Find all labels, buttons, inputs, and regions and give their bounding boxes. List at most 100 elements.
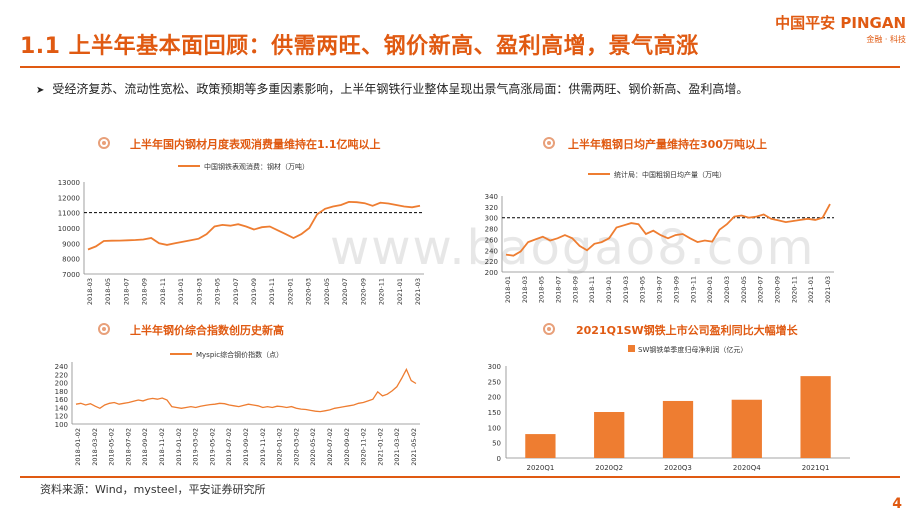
- x-tick-label: 2020Q1: [527, 464, 555, 472]
- panel-title-mysteel-index: 上半年钢价综合指数创历史新高: [130, 324, 284, 337]
- x-tick-label: 2019-07: [232, 278, 240, 305]
- panel-title-crude-steel: 上半年粗钢日均产量维持在300万吨以上: [568, 138, 767, 151]
- y-tick-label: 140: [55, 404, 68, 412]
- x-tick-label: 2018-05-02: [108, 428, 116, 466]
- x-tick-label: 2019-01: [605, 276, 613, 303]
- page-title: 1.1 上半年基本面回顾：供需两旺、钢价新高、盈利高增，景气高涨: [20, 34, 699, 59]
- x-tick-label: 2019-11: [689, 276, 697, 303]
- x-tick-label: 2019-09-02: [242, 428, 250, 466]
- arrow-bullet-icon: ➤: [36, 85, 45, 96]
- y-tick-label: 200: [488, 394, 501, 402]
- x-tick-label: 2019-11-02: [259, 428, 267, 466]
- summary-bullet: ➤ 受经济复苏、流动性宽松、政策预期等多重因素影响，上半年钢铁行业整体呈现出景气高…: [36, 80, 748, 97]
- y-tick-label: 250: [488, 378, 501, 386]
- x-tick-label: 2019-01-02: [175, 428, 183, 466]
- page-number: 4: [892, 496, 902, 512]
- y-tick-label: 12000: [58, 194, 80, 202]
- panel-title-consumption: 上半年国内钢材月度表观消费量维持在1.1亿吨以上: [130, 138, 381, 151]
- x-tick-label: 2021Q1: [802, 464, 830, 472]
- bar: [594, 412, 625, 458]
- x-tick-label: 2020-09-02: [343, 428, 351, 466]
- y-tick-label: 280: [485, 226, 498, 234]
- x-tick-label: 2020-07-02: [326, 428, 334, 466]
- x-tick-label: 2019-07: [656, 276, 664, 303]
- x-tick-label: 2020Q2: [595, 464, 623, 472]
- x-tick-label: 2020-01: [706, 276, 714, 303]
- chart-consumption: 中国钢铁表观消费：钢材（万吨） 7000 8000 9000 10000 11000 120…: [58, 162, 424, 305]
- x-tick-label: 2019-09: [672, 276, 680, 303]
- x-tick-label: 2019-03: [195, 278, 203, 305]
- x-tick-label: 2020Q3: [664, 464, 692, 472]
- watermark: www.baogao8.com: [330, 220, 816, 276]
- x-tick-label: 2019-05: [214, 278, 222, 305]
- bar: [662, 400, 694, 458]
- x-tick-label: 2018-05: [104, 278, 112, 305]
- series-line: [87, 200, 421, 251]
- x-tick-label: 2020-03: [305, 278, 313, 305]
- x-tick-label: 2019-01: [177, 278, 185, 305]
- x-tick-label: 2021-01: [396, 278, 404, 305]
- y-tick-label: 200: [55, 380, 68, 388]
- x-tick-label: 2019-03-02: [192, 428, 200, 466]
- x-tick-label: 2021-03: [414, 278, 422, 305]
- x-tick-label: 2020-05: [323, 278, 331, 305]
- x-tick-label: 2020-11-02: [360, 428, 368, 466]
- x-tick-label: 2021-01-02: [376, 428, 384, 466]
- x-tick-label: 2020-03: [723, 276, 731, 303]
- logo-subtext: 金融 · 科技: [866, 35, 906, 44]
- x-tick-label: 2018-03: [521, 276, 529, 303]
- summary-text: 受经济复苏、流动性宽松、政策预期等多重因素影响，上半年钢铁行业整体呈现出景气高涨…: [52, 82, 749, 96]
- x-tick-label: 2020Q4: [733, 464, 761, 472]
- x-tick-label: 2018-09-02: [141, 428, 149, 466]
- legend-label: 中国钢铁表观消费：钢材（万吨）: [204, 162, 309, 171]
- x-tick-label: 2021-05-02: [410, 428, 418, 466]
- y-tick-label: 300: [485, 215, 498, 223]
- y-tick-label: 220: [55, 371, 68, 379]
- x-tick-label: 2020-07: [341, 278, 349, 305]
- bar: [731, 399, 762, 458]
- x-tick-label: 2020-07: [757, 276, 765, 303]
- y-tick-label: 50: [492, 440, 501, 448]
- x-tick-label: 2019-09: [250, 278, 258, 305]
- y-tick-label: 10000: [58, 225, 80, 233]
- x-tick-label: 2018-07-02: [124, 428, 132, 466]
- x-tick-label: 2018-03-02: [91, 428, 99, 466]
- panel-bullet-icon: [543, 323, 555, 335]
- x-tick-label: 2020-03-02: [292, 428, 300, 466]
- x-tick-label: 2018-07: [555, 276, 563, 303]
- y-tick-label: 320: [485, 204, 498, 212]
- x-tick-label: 2018-09: [141, 278, 149, 305]
- y-tick-label: 100: [55, 421, 68, 429]
- x-tick-label: 2020-05-02: [309, 428, 317, 466]
- series-line: [75, 367, 417, 413]
- y-tick-label: 9000: [62, 240, 80, 248]
- panel-bullet-icon: [98, 323, 110, 335]
- y-tick-label: 100: [488, 424, 501, 432]
- x-tick-label: 2018-01-02: [74, 428, 82, 466]
- y-tick-label: 7000: [62, 271, 80, 279]
- y-tick-label: 8000: [62, 256, 80, 264]
- x-tick-label: 2018-11: [588, 276, 596, 303]
- legend-label: Myspic综合钢价指数（点）: [196, 350, 283, 359]
- x-tick-label: 2018-11: [159, 278, 167, 305]
- legend-label: SW钢铁单季度归母净利润（亿元）: [638, 345, 747, 354]
- source-note: 资料来源：Wind，mysteel，平安证券研究所: [40, 483, 266, 496]
- y-tick-label: 11000: [58, 210, 80, 218]
- x-tick-label: 2021-03: [824, 276, 832, 303]
- logo-text: 中国平安 PINGAN: [775, 14, 906, 32]
- x-tick-label: 2018-07: [122, 278, 130, 305]
- x-tick-label: 2018-05: [538, 276, 546, 303]
- x-tick-label: 2019-05: [639, 276, 647, 303]
- y-tick-label: 220: [485, 258, 498, 266]
- x-tick-label: 2020-09: [773, 276, 781, 303]
- panel-bullet-icon: [98, 137, 110, 149]
- series-line: [505, 203, 831, 257]
- x-tick-label: 2020-09: [359, 278, 367, 305]
- x-tick-label: 2018-11-02: [158, 428, 166, 466]
- y-tick-label: 0: [497, 455, 501, 463]
- y-tick-label: 160: [55, 396, 68, 404]
- y-tick-label: 120: [55, 413, 68, 421]
- legend-label: 统计局：中国粗钢日均产量（万吨）: [614, 170, 726, 179]
- panel-title-profit: 2021Q1SW钢铁上市公司盈利同比大幅增长: [576, 324, 798, 337]
- x-tick-label: 2019-07-02: [225, 428, 233, 466]
